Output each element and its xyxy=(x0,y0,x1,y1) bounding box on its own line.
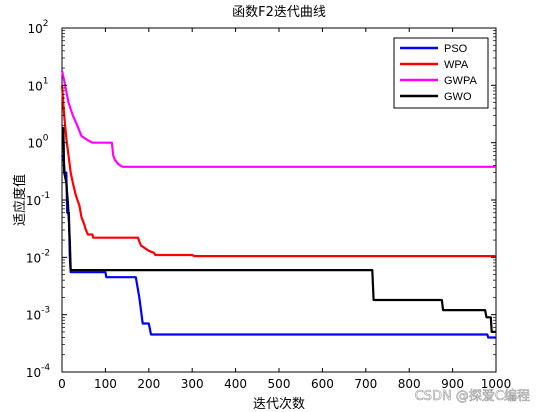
x-tick-label: 400 xyxy=(224,377,247,391)
x-tick-label: 900 xyxy=(441,377,464,391)
x-tick-label: 500 xyxy=(268,377,291,391)
y-tick-label: 100 xyxy=(27,134,48,151)
legend-label-gwpa: GWPA xyxy=(444,75,477,87)
x-tick-label: 300 xyxy=(181,377,204,391)
series-line-gwpa xyxy=(60,70,496,168)
legend-label-pso: PSO xyxy=(444,43,468,55)
legend: PSO WPA GWPA GWO xyxy=(393,37,489,109)
legend-label-wpa: WPA xyxy=(444,59,469,71)
x-tick-label: 100 xyxy=(94,377,117,391)
y-tick-label: 10-2 xyxy=(26,248,50,265)
x-tick-label: 600 xyxy=(311,377,334,391)
series-line-pso xyxy=(60,155,496,339)
series-line-wpa xyxy=(60,85,496,258)
y-axis-label: 适应度值 xyxy=(12,174,28,226)
y-tick-label: 101 xyxy=(27,76,48,93)
x-axis-ticks: 0 100 200 300 400 500 600 700 800 900 1000 xyxy=(58,28,511,391)
y-tick-label: 10-3 xyxy=(26,306,50,323)
x-axis-label: 迭代次数 xyxy=(253,396,305,412)
chart-title: 函数F2迭代曲线 xyxy=(232,5,326,20)
y-tick-label: 102 xyxy=(27,19,48,36)
legend-label-gwo: GWO xyxy=(444,91,472,103)
y-tick-label: 10-1 xyxy=(26,191,50,208)
x-tick-label: 1000 xyxy=(481,377,512,391)
x-tick-label: 200 xyxy=(137,377,160,391)
series-line-gwo xyxy=(62,126,496,333)
x-tick-label: 800 xyxy=(398,377,421,391)
x-tick-label: 700 xyxy=(354,377,377,391)
x-tick-label: 0 xyxy=(58,377,66,391)
y-tick-label: 10-4 xyxy=(26,363,51,380)
series-layer xyxy=(60,70,496,339)
watermark: CSDN @探爱C编程 xyxy=(415,389,530,404)
